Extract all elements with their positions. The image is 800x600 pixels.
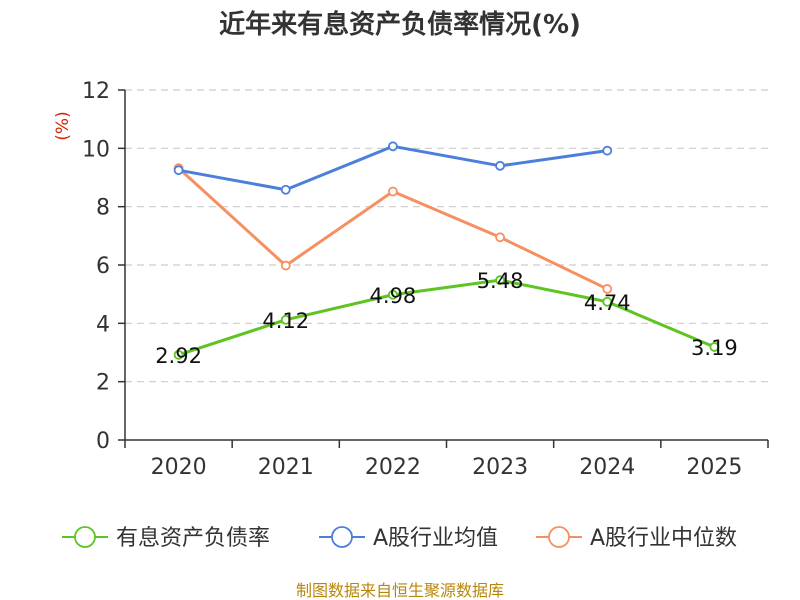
chart-title: 近年来有息资产负债率情况(%) <box>219 9 581 40</box>
series-layer <box>173 141 720 360</box>
data-point-0 <box>709 342 720 352</box>
data-point-0 <box>602 296 613 307</box>
data-label: 5.48 <box>477 269 524 293</box>
x-tick-label: 2025 <box>686 455 742 480</box>
data-point-1 <box>280 184 291 195</box>
y-tick-label: 6 <box>96 254 110 279</box>
x-tick-label: 2022 <box>365 455 421 480</box>
legend-label: 有息资产负债率 <box>116 526 270 551</box>
data-point-0 <box>495 275 505 286</box>
data-point-2 <box>495 232 505 243</box>
data-point-0 <box>388 289 398 300</box>
data-point-2 <box>388 186 398 197</box>
legend-item-0[interactable]: 有息资产负债率 <box>62 526 270 551</box>
data-point-2 <box>280 260 291 271</box>
legend-marker-icon <box>548 526 570 548</box>
y-tick-label: 4 <box>96 312 110 337</box>
data-label: 4.98 <box>370 284 417 308</box>
y-tick-label: 12 <box>82 79 110 104</box>
x-tick-label: 2023 <box>472 455 528 480</box>
legend-label: A股行业中位数 <box>590 526 737 551</box>
data-label: 4.74 <box>584 291 631 315</box>
data-label-layer: 2.92 4.12 4.98 5.48 4.74 3.19 <box>155 269 738 368</box>
data-label: 3.19 <box>691 336 738 360</box>
legend-marker-icon <box>331 526 353 548</box>
y-tick-label: 10 <box>82 137 110 162</box>
legend-label: A股行业均值 <box>373 526 498 551</box>
grid-layer <box>125 89 768 383</box>
data-point-1 <box>173 165 184 176</box>
x-tick-label: 2021 <box>258 455 314 480</box>
data-point-1 <box>388 141 398 152</box>
data-point-2 <box>602 284 613 294</box>
data-point-0 <box>280 314 291 325</box>
legend[interactable]: 有息资产负债率 A股行业均值 A股行业中位数 <box>62 526 737 551</box>
data-point-0 <box>173 349 184 360</box>
x-tick-label: 2020 <box>151 455 207 480</box>
data-point-1 <box>495 160 505 171</box>
legend-item-1[interactable]: A股行业均值 <box>319 526 498 551</box>
y-axis-label: (%) <box>53 111 73 140</box>
data-label: 4.12 <box>262 309 309 333</box>
data-label: 2.92 <box>155 344 202 368</box>
y-tick-label: 2 <box>96 371 110 396</box>
series-line-2 <box>177 167 608 291</box>
data-point-1 <box>602 145 613 156</box>
axis-layer: 0 2 4 6 8 10 12 2020 2021 2022 2023 2024 2025 <box>82 79 769 480</box>
series-line-1 <box>178 144 608 192</box>
series-line-0 <box>178 278 715 357</box>
source-note: 制图数据来自恒生聚源数据库 <box>296 581 504 600</box>
legend-marker-icon <box>74 526 96 548</box>
x-tick-label: 2024 <box>579 455 635 480</box>
legend-item-2[interactable]: A股行业中位数 <box>536 526 737 551</box>
y-tick-label: 0 <box>96 429 110 454</box>
y-tick-label: 8 <box>96 196 110 221</box>
